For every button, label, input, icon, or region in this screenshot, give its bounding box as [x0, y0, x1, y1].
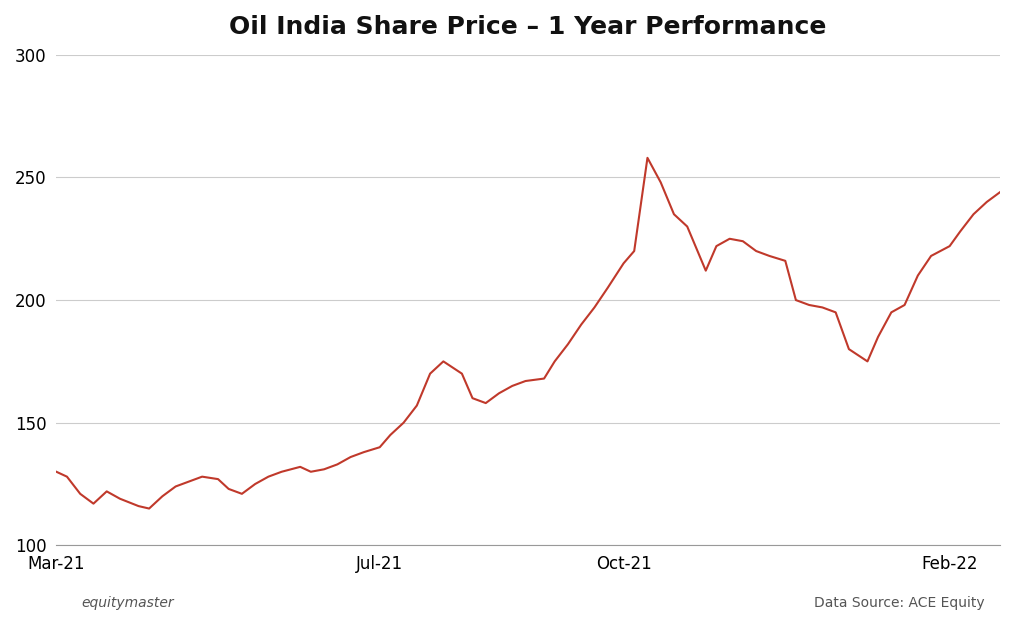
Text: Data Source: ACE Equity: Data Source: ACE Equity — [814, 595, 985, 610]
Title: Oil India Share Price – 1 Year Performance: Oil India Share Price – 1 Year Performan… — [229, 15, 827, 39]
Text: equitymaster: equitymaster — [81, 595, 174, 610]
